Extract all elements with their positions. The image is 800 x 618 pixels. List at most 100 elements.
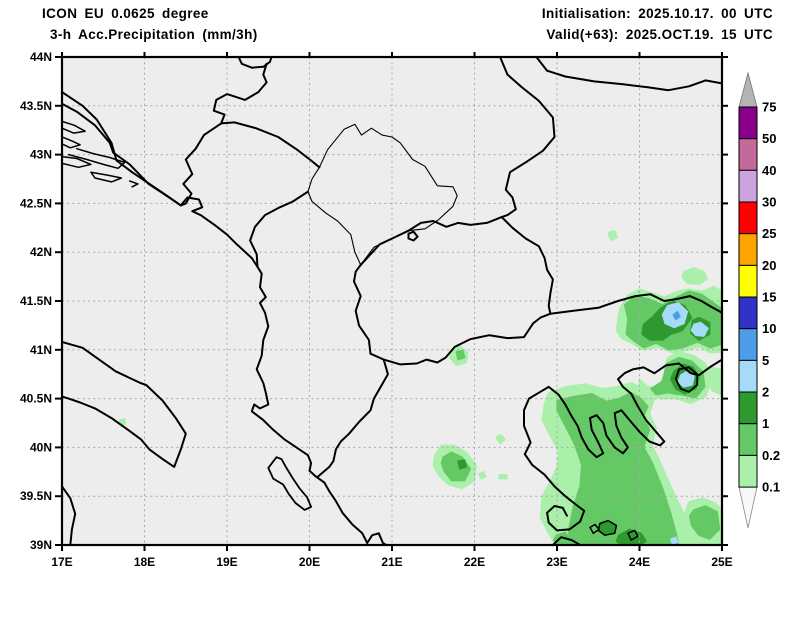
border-macedonia-greece: [382, 312, 552, 366]
precip-bitola-core: [455, 350, 466, 361]
precip-dot-b: [477, 471, 487, 480]
x-tick-label: 21E: [381, 555, 402, 569]
border-thasos: [674, 366, 699, 393]
border-drina-loop: [237, 57, 273, 69]
border-hvar: [62, 120, 86, 134]
legend-band: [738, 138, 758, 171]
y-tick-label: 39N: [30, 538, 52, 552]
y-tick-label: 43.5N: [20, 99, 52, 113]
border-serbia-bosnia-montenegro: [212, 62, 321, 169]
legend-value: 0.2: [762, 448, 780, 463]
border-greece-bulgaria: [549, 293, 722, 315]
border-brac: [62, 136, 81, 149]
legend-band: [738, 359, 758, 393]
borders-layer: [62, 57, 722, 545]
x-tick-label: 18E: [134, 555, 155, 569]
legend-value: 75: [762, 100, 776, 115]
legend-band: [738, 391, 758, 425]
x-tick-label: 23E: [546, 555, 567, 569]
x-tick-label: 19E: [216, 555, 237, 569]
border-coast-thermaic: [523, 385, 586, 532]
init-time: Initialisation: 2025.10.17. 00 UTC: [541, 6, 773, 21]
border-macedonia-bulgaria: [500, 216, 554, 315]
legend-value: 30: [762, 195, 776, 210]
precip-pindus-core: [440, 451, 472, 482]
border-peljesac: [67, 147, 126, 170]
precip-volos-bit: [552, 531, 572, 545]
axis-labels: 17E 18E 19E 20E 21E 22E 23E 24E 25E 44N 43.5N 43N 42…: [20, 50, 733, 569]
x-tick-label: 17E: [51, 555, 72, 569]
border-macedonia-border-loop: [407, 230, 419, 242]
legend-band: [738, 454, 758, 488]
border-korcula: [62, 155, 92, 169]
legend-band: [738, 106, 758, 140]
border-bosnia-montenegro: [179, 122, 223, 207]
graticule: [62, 57, 722, 545]
border-mljet: [90, 171, 123, 183]
y-tick-label: 42N: [30, 245, 52, 259]
precip-sofia-dot: [607, 229, 618, 242]
legend-band: [738, 233, 758, 266]
model-title: ICON EU 0.0625 degree: [42, 6, 209, 21]
border-corfu: [267, 456, 312, 511]
x-tick-label: 20E: [299, 555, 320, 569]
legend-value: 40: [762, 163, 776, 178]
precip-rhodope-oval: [681, 267, 708, 286]
y-tick-label: 40.5N: [20, 392, 52, 406]
y-tick-label: 39.5N: [20, 489, 52, 503]
border-sipan: [128, 180, 139, 188]
legend-value: 0.1: [762, 480, 780, 495]
valid-time: Valid(+63): 2025.OCT.19. 15 UTC: [546, 27, 773, 42]
legend-arrow-down: [738, 486, 758, 529]
precip-edge-patch-ne: [706, 366, 722, 396]
legend-band: [738, 169, 758, 203]
precip-bottom-dark: [615, 528, 647, 545]
precip-dot-a: [495, 433, 506, 445]
border-puglia: [62, 341, 187, 468]
legend-value: 2: [762, 385, 769, 400]
border-montenegro-albania: [249, 190, 309, 268]
legend-value: 5: [762, 353, 769, 368]
border-croatia-bosnia: [62, 91, 182, 207]
x-tick-label: 25E: [711, 555, 732, 569]
legend-band: [738, 423, 758, 456]
y-tick-label: 40N: [30, 440, 52, 454]
precip-rhodope-blue-dot: [672, 310, 681, 321]
legend-value: 50: [762, 131, 776, 146]
legend-value: 15: [762, 290, 776, 305]
border-coast-chalkidiki: [547, 358, 722, 459]
precip-pindus-dark-dot: [457, 459, 467, 470]
y-tick-label: 42.5N: [20, 196, 52, 210]
border-albania-macedonia: [353, 263, 385, 361]
border-alonnisos: [627, 529, 639, 541]
border-calabria: [62, 485, 77, 545]
legend-band: [738, 201, 758, 235]
legend-arrow-up: [738, 71, 758, 108]
x-tick-label: 24E: [629, 555, 650, 569]
border-coast-adriatic: [62, 102, 388, 545]
precip-se-blob-core: [689, 505, 721, 540]
precip-rhodope-blue-e: [690, 321, 709, 337]
legend-band: [738, 328, 758, 361]
border-coast-evia: [551, 536, 582, 545]
legend-value: 20: [762, 258, 776, 273]
y-tick-label: 43N: [30, 148, 52, 162]
product-title: 3-h Acc.Precipitation (mm/3h): [50, 27, 258, 42]
border-albania-greece: [316, 358, 389, 478]
legend-colorbar: 75 50 40 30 25 20 15 10 5 2 1 0.2 0.1: [738, 71, 780, 529]
y-tick-label: 44N: [30, 50, 52, 64]
legend-value: 25: [762, 226, 776, 241]
x-tick-label: 22E: [464, 555, 485, 569]
border-serbia-bulgaria: [499, 57, 556, 219]
legend-value: 10: [762, 321, 776, 336]
legend-band: [738, 296, 758, 330]
border-danube: [535, 57, 722, 92]
axis-ticks: [55, 52, 728, 551]
border-skiathos: [589, 523, 600, 535]
border-kosovo: [307, 123, 458, 266]
y-tick-label: 41N: [30, 343, 52, 357]
precip-dash-c: [498, 473, 508, 480]
